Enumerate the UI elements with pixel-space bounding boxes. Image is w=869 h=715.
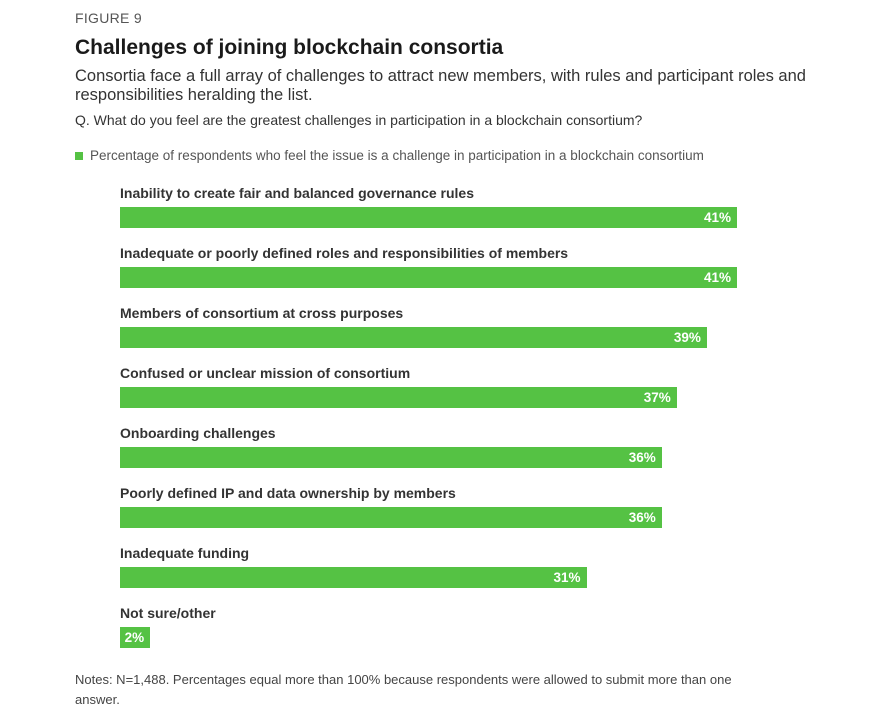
legend: Percentage of respondents who feel the i… [75,148,704,163]
bar-value-label: 2% [124,630,145,645]
legend-swatch [75,151,83,160]
category-label: Poorly defined IP and data ownership by … [120,485,456,501]
bar [120,627,151,648]
bar [120,267,737,288]
chart-title: Challenges of joining blockchain consort… [75,36,504,59]
bar-value-label: 31% [553,570,581,585]
survey-question: Q. What do you feel are the greatest cha… [75,112,643,128]
category-label: Inadequate or poorly defined roles and r… [120,245,569,261]
figure-label: FIGURE 9 [75,10,142,26]
bar [120,387,677,408]
bar [120,447,662,468]
bar-value-label: 37% [643,390,671,405]
bar-value-label: 36% [628,450,656,465]
bar [120,507,662,528]
category-label: Not sure/other [120,605,216,621]
chart-subtitle: Consortia face a full array of challenge… [75,67,806,104]
bar-value-label: 41% [703,270,731,285]
notes: Notes: N=1,488. Percentages equal more t… [75,672,732,707]
bar-value-label: 41% [703,210,731,225]
bar [120,207,737,228]
category-label: Inadequate funding [120,545,250,561]
category-label: Inability to create fair and balanced go… [120,185,475,201]
legend-label: Percentage of respondents who feel the i… [90,148,704,163]
category-label: Onboarding challenges [120,425,276,441]
bar-value-label: 36% [628,510,656,525]
bar-value-label: 39% [673,330,701,345]
bar [120,567,587,588]
category-label: Confused or unclear mission of consortiu… [120,365,411,381]
category-label: Members of consortium at cross purposes [120,305,404,321]
bar [120,327,707,348]
